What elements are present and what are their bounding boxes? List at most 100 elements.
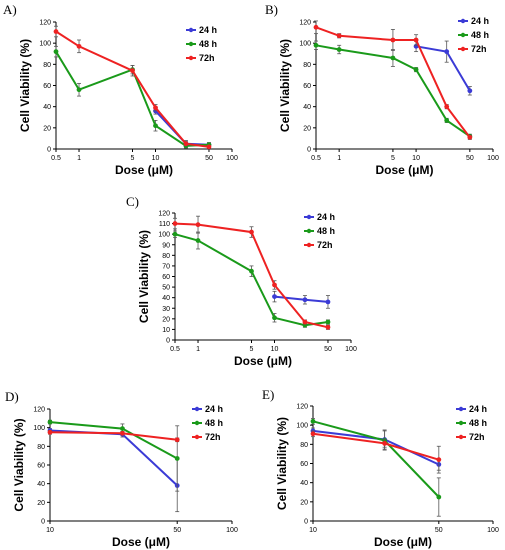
y-tick-label: 20 [162, 316, 170, 323]
legend-marker [458, 420, 464, 426]
series-line [55, 30, 210, 148]
legend-label: 72h [317, 240, 333, 250]
y-tick-label: 60 [162, 274, 170, 281]
chart-panel-5: E) 0 20 40 60 80 100 120 10 50 100 Dose (μM) Cell Vi… [262, 387, 499, 549]
x-tick-label: 100 [226, 527, 238, 534]
x-axis-title: Dose (μM) [115, 163, 173, 177]
y-tick-label: 100 [158, 232, 170, 239]
data-point [153, 123, 158, 129]
y-tick-label: 60 [43, 83, 51, 90]
series-48h [172, 230, 331, 328]
y-tick-label: 100 [299, 41, 311, 48]
legend-label: 48 h [205, 418, 223, 428]
chart-panel-4: D) 0 20 40 60 80 100 120 10 50 100 Dose (μM) Cell Vi… [5, 389, 238, 549]
data-point [444, 118, 450, 123]
x-tick-label: 0.5 [51, 155, 61, 162]
legend-marker [460, 18, 466, 24]
legend-marker [188, 41, 194, 47]
data-point [272, 294, 277, 300]
data-point [206, 144, 212, 150]
legend-marker [306, 214, 312, 220]
legend-marker [194, 420, 200, 426]
data-point [302, 297, 308, 303]
data-point [390, 37, 396, 43]
data-point [436, 494, 442, 500]
y-tick-label: 0 [47, 147, 51, 154]
data-point [336, 47, 342, 52]
y-tick-label: 40 [303, 104, 311, 111]
x-tick-label: 10 [412, 155, 420, 162]
data-point [325, 299, 331, 305]
y-tick-label: 120 [33, 407, 45, 414]
legend-label: 24 h [317, 212, 335, 222]
data-point [272, 315, 277, 321]
data-point [325, 324, 331, 330]
data-point [53, 49, 59, 55]
data-point [272, 282, 277, 288]
x-tick-label: 100 [345, 346, 357, 353]
panel-label: E) [262, 387, 274, 402]
data-point [183, 141, 189, 147]
legend-marker [194, 434, 200, 440]
legend-label: 48 h [317, 226, 335, 236]
y-tick-label: 80 [43, 62, 51, 69]
y-tick-label: 20 [300, 499, 308, 506]
data-point [53, 29, 59, 34]
data-point [249, 229, 254, 235]
series-line [49, 431, 178, 441]
x-tick-label: 5 [391, 155, 395, 162]
legend-label: 24 h [199, 25, 217, 35]
data-point [47, 419, 53, 425]
y-tick-label: 120 [39, 20, 51, 27]
y-tick-label: 20 [303, 125, 311, 132]
series-72h [172, 215, 331, 330]
data-point [302, 319, 308, 325]
legend-marker [188, 55, 194, 61]
data-point [390, 55, 396, 61]
y-tick-label: 80 [303, 62, 311, 69]
y-tick-label: 110 [159, 221, 170, 228]
data-point [313, 42, 319, 48]
legend-label: 72h [199, 53, 215, 63]
legend: 24 h 48 h 72h [456, 404, 487, 442]
x-tick-label: 50 [173, 527, 181, 534]
y-tick-label: 30 [162, 306, 170, 313]
series-72h [313, 20, 473, 140]
x-tick-label: 50 [466, 155, 474, 162]
series-48h [47, 419, 180, 492]
x-tick-label: 1 [77, 155, 81, 162]
data-point [174, 456, 180, 461]
series-72h [53, 25, 212, 150]
legend: 24 h 48 h 72h [186, 25, 217, 63]
y-axis-title: Cell Viability (%) [278, 39, 292, 132]
series-line [274, 295, 329, 303]
data-point [444, 104, 450, 110]
x-tick-label: 1 [196, 346, 200, 353]
x-tick-label: 10 [152, 155, 160, 162]
x-tick-label: 100 [487, 527, 499, 534]
data-point [249, 268, 254, 274]
y-tick-label: 100 [33, 425, 45, 432]
y-tick-label: 100 [296, 423, 308, 430]
y-tick-label: 90 [162, 242, 170, 249]
data-point [313, 24, 319, 30]
panel-label: A) [3, 2, 17, 17]
series-line [315, 44, 471, 138]
legend: 24 h 48 h 72h [192, 404, 223, 442]
data-point [413, 37, 419, 43]
y-tick-label: 120 [296, 404, 308, 411]
legend: 24 h 48 h 72h [304, 212, 335, 250]
data-point [174, 437, 180, 443]
y-tick-label: 0 [166, 338, 170, 345]
data-point [436, 457, 442, 463]
x-axis-title: Dose (μM) [374, 535, 432, 549]
data-point [130, 68, 135, 74]
legend-label: 72h [205, 432, 221, 442]
data-point [413, 67, 419, 73]
data-point [172, 221, 178, 226]
data-point [120, 426, 125, 431]
y-axis-title: Cell Viability (%) [12, 418, 26, 511]
x-tick-label: 10 [271, 346, 279, 353]
legend-marker [458, 406, 464, 412]
